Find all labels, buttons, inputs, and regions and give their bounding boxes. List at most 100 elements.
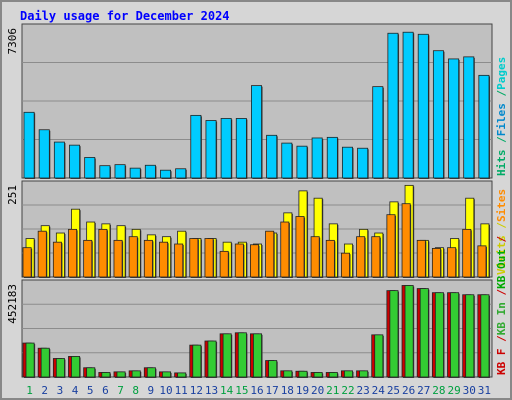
bar-hits-27 [417, 33, 429, 179]
x-tick-label: 3 [57, 384, 64, 397]
x-tick-label: 18 [281, 384, 294, 397]
legend-item: / [495, 90, 508, 97]
bar-hits-20 [311, 137, 323, 179]
bar-kbin-21 [328, 372, 338, 378]
bar-hits-16 [251, 85, 262, 179]
x-tick-label: 1 [26, 384, 33, 397]
bar-kbin-4 [71, 356, 81, 378]
x-tick-label: 12 [190, 384, 203, 397]
bar-sites-5 [83, 239, 93, 278]
x-tick-label: 9 [148, 384, 155, 397]
legend-item: Files [495, 97, 508, 137]
bar-kbin-22 [343, 370, 353, 378]
x-tick-label: 26 [402, 384, 415, 397]
x-tick-label: 21 [326, 384, 339, 397]
x-tick-label: 14 [220, 384, 234, 397]
y-max-label: 251 [6, 185, 19, 205]
x-tick-label: 22 [341, 384, 354, 397]
bar-hits-28 [432, 50, 444, 179]
x-tick-label: 27 [417, 384, 430, 397]
bar-kbin-10 [162, 371, 172, 378]
bar-kbin-5 [86, 367, 96, 378]
bar-sites-10 [159, 241, 169, 278]
x-tick-label: 13 [205, 384, 218, 397]
bar-sites-17 [265, 230, 275, 278]
bar-sites-4 [68, 228, 78, 278]
bar-kbin-9 [146, 367, 156, 378]
bar-sites-14 [219, 250, 229, 278]
x-tick-label: 30 [463, 384, 476, 397]
bar-sites-2 [37, 230, 47, 278]
bar-hits-6 [99, 165, 111, 179]
bar-kbin-23 [359, 370, 369, 378]
bar-kbin-29 [450, 292, 460, 378]
legend-item: / [495, 222, 508, 229]
bar-sites-8 [128, 236, 138, 278]
legend-item: KB In [495, 296, 508, 336]
bar-hits-9 [144, 164, 156, 179]
bar-kbin-24 [374, 334, 384, 378]
x-tick-label: 11 [175, 384, 188, 397]
bar-kbin-16 [253, 333, 262, 378]
bar-kbin-25 [389, 290, 399, 378]
bar-sites-13 [204, 238, 214, 278]
x-tick-label: 24 [372, 384, 386, 397]
x-tick-label: 29 [447, 384, 460, 397]
bar-hits-19 [296, 145, 308, 179]
bar-sites-27 [416, 239, 426, 278]
bar-sites-21 [325, 239, 335, 278]
y-max-label: 7306 [6, 28, 19, 55]
legend-item: KB Out [495, 243, 508, 289]
legend-kbin-kbout-kbf: KB F /KB In /KB Out / [495, 236, 508, 375]
bar-hits-2 [38, 129, 50, 179]
bar-kbin-14 [222, 333, 232, 378]
legend-item: / [495, 335, 508, 342]
x-tick-label: 25 [387, 384, 400, 397]
bar-hits-4 [69, 144, 81, 179]
bar-kbin-13 [207, 340, 217, 378]
x-tick-label: 2 [41, 384, 48, 397]
bar-hits-1 [23, 111, 35, 179]
bar-sites-26 [401, 203, 411, 278]
bar-kbin-27 [419, 288, 429, 378]
x-tick-label: 23 [357, 384, 370, 397]
bar-kbin-1 [25, 342, 35, 378]
bar-sites-15 [234, 243, 244, 278]
bar-sites-29 [447, 247, 457, 278]
x-tick-label: 16 [250, 384, 263, 397]
x-tick-label: 15 [235, 384, 248, 397]
bar-kbin-28 [434, 292, 444, 378]
legend-item: Sites [495, 189, 508, 222]
bar-hits-3 [53, 141, 65, 179]
bar-hits-29 [448, 58, 460, 179]
bar-sites-7 [113, 239, 123, 278]
bar-sites-9 [143, 239, 153, 278]
x-tick-label: 31 [478, 384, 491, 397]
x-tick-label: 28 [432, 384, 445, 397]
bar-hits-30 [463, 56, 475, 179]
bar-kbin-11 [177, 372, 187, 378]
bar-sites-19 [295, 216, 305, 278]
bar-hits-8 [129, 167, 141, 179]
bar-sites-1 [22, 247, 32, 278]
bar-sites-23 [356, 236, 366, 278]
bar-kbin-17 [268, 360, 278, 378]
x-tick-label: 7 [117, 384, 124, 397]
legend-item: Visits [495, 229, 508, 275]
bar-sites-12 [189, 238, 199, 278]
bar-hits-21 [326, 136, 338, 179]
x-tick-label: 17 [266, 384, 279, 397]
legend-visits-sites: Visits /Sites [495, 189, 508, 275]
bar-sites-22 [340, 252, 350, 278]
bar-sites-28 [431, 248, 441, 278]
legend-item: / [495, 236, 508, 243]
x-tick-label: 20 [311, 384, 324, 397]
bar-hits-14 [220, 118, 232, 179]
legend-item: Hits [495, 143, 508, 176]
bar-kbin-12 [192, 344, 202, 378]
bar-hits-11 [175, 168, 187, 179]
bar-kbin-2 [40, 347, 50, 378]
